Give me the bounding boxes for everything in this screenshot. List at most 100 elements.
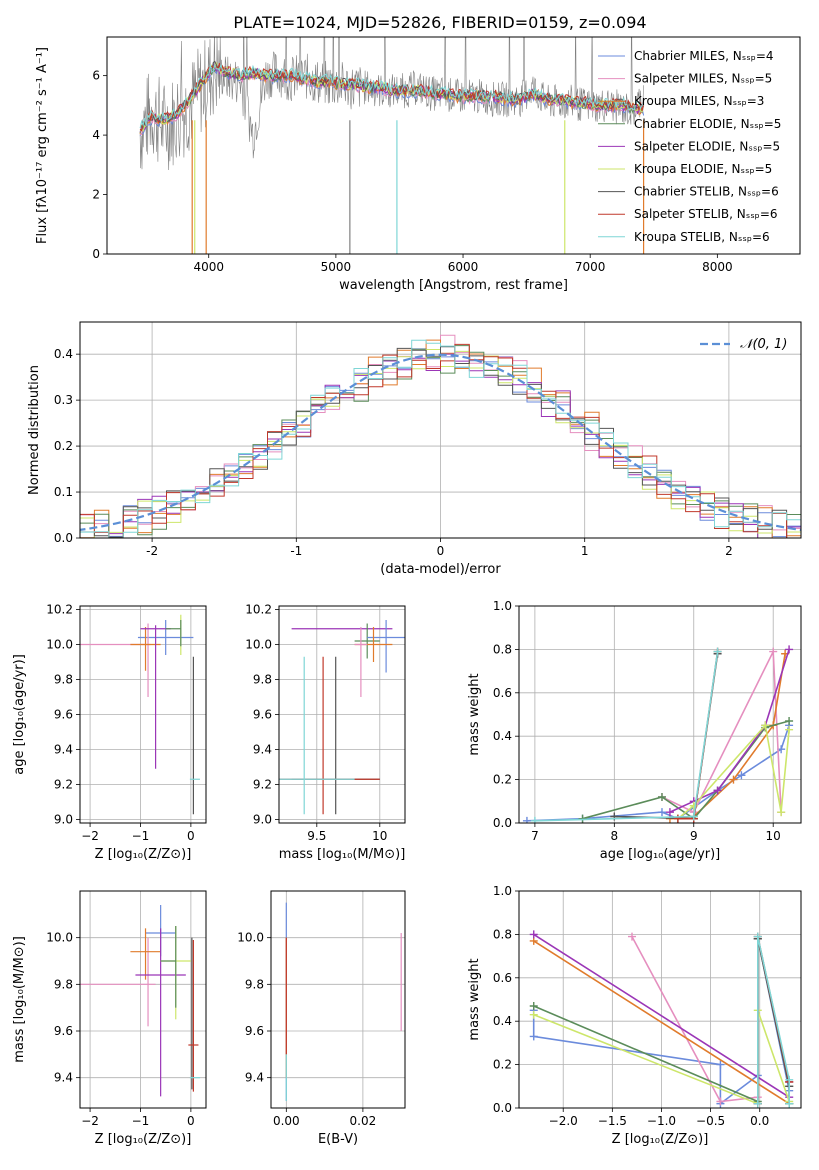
legend-label: Kroupa STELIB, Nₛₛₚ=6 <box>634 230 770 244</box>
weight-marker <box>657 808 666 817</box>
weight-marker <box>785 717 794 726</box>
x-tick-label: 7000 <box>575 260 606 274</box>
normal-curve-line <box>80 353 801 532</box>
y-tick-label: 10.2 <box>46 603 73 617</box>
y-tick-label: 0.2 <box>493 1058 512 1072</box>
y-tick-label: 9.8 <box>54 977 73 991</box>
y-tick-label: 0.1 <box>54 485 73 499</box>
plot-area <box>522 645 794 823</box>
x-tick-label: 8 <box>611 829 619 843</box>
x-tick-label: 0.02 <box>350 1114 377 1128</box>
observed-spectrum-line <box>139 37 644 171</box>
axes-frame <box>106 36 801 255</box>
x-tick-label: 2 <box>725 544 733 558</box>
weight-marker <box>785 1099 794 1108</box>
y-tick-label: 2 <box>92 188 100 202</box>
weight-marker <box>529 1002 538 1011</box>
y-tick-label: 10.0 <box>46 638 73 652</box>
x-tick-label: 8000 <box>702 260 733 274</box>
y-tick-label: 10.0 <box>46 931 73 945</box>
weight-marker <box>777 808 786 817</box>
weight-line <box>756 936 791 1104</box>
y-tick-label: 9.6 <box>253 708 272 722</box>
spectrum-title: PLATE=1024, MJD=52826, FIBERID=0159, z=0… <box>233 13 646 32</box>
y-tick-label: 9.2 <box>54 778 73 792</box>
weight-marker <box>716 1060 725 1069</box>
axes-frame <box>79 890 207 1109</box>
y-tick-label: 0.0 <box>493 1101 512 1115</box>
x-tick-label: −1 <box>132 1114 150 1128</box>
axes-frame <box>278 605 406 824</box>
y-tick-label: 9.8 <box>245 977 264 991</box>
mass-vs-ebv-panel: 0.00 0.02 9.4 9.6 9.8 10.0 E(B-V) <box>237 890 406 1147</box>
model-spectrum-line <box>139 63 644 129</box>
weight-line <box>582 720 790 820</box>
weight-marker <box>785 1075 794 1084</box>
weight-marker <box>729 775 738 784</box>
y-axis-label: age [log₁₀(age/yr)] <box>12 654 27 775</box>
y-tick-label: 6 <box>92 69 100 83</box>
plot-area <box>80 614 200 815</box>
legend-label: Chabrier STELIB, Nₛₛₚ=6 <box>634 185 779 199</box>
x-tick-label: 9 <box>690 829 698 843</box>
y-tick-label: 0.3 <box>54 393 73 407</box>
y-tick-label: 0 <box>92 247 100 261</box>
y-tick-label: 0.8 <box>493 642 512 656</box>
weight-marker <box>785 725 794 734</box>
y-tick-label: 1.0 <box>493 599 512 613</box>
y-tick-label: 10.0 <box>237 931 264 945</box>
x-tick-label: 0.0 <box>750 1114 769 1128</box>
x-tick-label: −1.0 <box>647 1114 676 1128</box>
age-vs-z-panel: −2 −1 0 9.0 9.2 9.4 9.6 9.8 10.0 10.2 Z [log₁₀(Z/Z… <box>12 603 207 862</box>
x-axis-label: Z [log₁₀(Z/Z⊙)] <box>95 847 192 862</box>
spectrum-panel: 4000 5000 6000 7000 8000 0 2 4 6 wavelength [Angs… <box>35 36 801 293</box>
weight-marker <box>529 930 538 939</box>
axes-frame <box>518 890 802 1109</box>
weight-marker <box>529 1010 538 1019</box>
x-axis-label: mass [log₁₀(M/M⊙)] <box>279 847 406 862</box>
x-tick-label: −2.0 <box>549 1114 578 1128</box>
residual-histogram-panel: -2 -1 0 1 2 0.0 0.1 0.2 0.3 0.4 (data-model)/error… <box>27 321 802 577</box>
x-tick-label: −2 <box>81 1114 99 1128</box>
axes-frame <box>79 321 802 539</box>
y-tick-label: 9.2 <box>253 778 272 792</box>
x-tick-label: 0.00 <box>273 1114 300 1128</box>
x-tick-label: 6000 <box>448 260 479 274</box>
legend-label: Salpeter STELIB, Nₛₛₚ=6 <box>634 207 778 221</box>
x-tick-label: 0 <box>187 1114 195 1128</box>
weight-marker <box>713 647 722 656</box>
y-tick-label: 0.4 <box>54 347 73 361</box>
weight-marker <box>529 1032 538 1041</box>
y-axis-label: Normed distribution <box>27 365 42 495</box>
plot-area <box>279 620 405 815</box>
weight-marker <box>673 814 682 823</box>
x-tick-label: 10 <box>372 829 387 843</box>
weight-marker <box>530 816 539 823</box>
weight-line <box>661 648 782 814</box>
y-tick-label: 9.6 <box>245 1024 264 1038</box>
weight-marker <box>627 932 636 941</box>
x-axis-label: Z [log₁₀(Z/Z⊙)] <box>95 1132 192 1147</box>
axes-frame <box>518 605 802 824</box>
x-tick-label: 4000 <box>193 260 224 274</box>
y-tick-label: 0.2 <box>54 439 73 453</box>
legend-label: Salpeter ELODIE, Nₛₛₚ=5 <box>634 139 780 153</box>
y-tick-label: 9.4 <box>253 743 272 757</box>
weight-marker <box>665 808 674 817</box>
x-tick-label: −0.5 <box>696 1114 725 1128</box>
weight-line <box>669 649 790 813</box>
weight-marker <box>522 816 531 823</box>
weight-marker <box>716 1097 725 1106</box>
y-tick-label: 9.4 <box>245 1071 264 1085</box>
weight-marker <box>657 792 666 801</box>
weight-line <box>677 723 790 820</box>
y-tick-label: 0.8 <box>493 927 512 941</box>
weight-marker <box>737 771 746 780</box>
plot-area <box>139 37 645 254</box>
y-axis-label: Flux [fλ10⁻¹⁷ erg cm⁻² s⁻¹ A⁻¹] <box>35 47 50 244</box>
plot-area <box>529 930 794 1108</box>
y-tick-label: 0.6 <box>493 686 512 700</box>
x-tick-label: −2 <box>81 829 99 843</box>
weight-vs-age-panel: 7 8 9 10 0.0 0.2 0.4 0.6 0.8 1.0 age [log₁₀(age/yr… <box>467 599 802 862</box>
